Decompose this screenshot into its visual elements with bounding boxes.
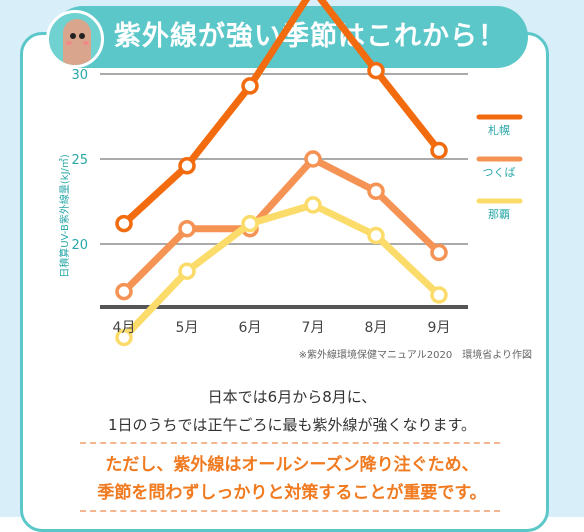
y-axis-label: 日積算UV-B紫外線量(kJ/㎡) (58, 154, 71, 278)
data-point-s2-5 (367, 182, 385, 201)
mascot-avatar (46, 10, 104, 68)
data-point-s3-3 (241, 214, 259, 233)
legend-label-1: 札幌 (488, 123, 510, 137)
mascot-figure (63, 19, 91, 65)
y-tick-label-30: 30 (71, 68, 88, 83)
data-point-s3-2 (178, 262, 196, 280)
mascot-cheek-right (83, 41, 89, 45)
series-line-2 (120, 155, 443, 296)
data-point-s3-4 (304, 196, 322, 214)
mascot-cheek-left (66, 41, 72, 45)
legend-label-2: つくば (483, 166, 516, 179)
data-point-s2-1 (115, 282, 133, 301)
data-point-s1-1 (115, 214, 133, 233)
data-point-s2-4 (304, 150, 322, 168)
y-tick-label-20: 20 (71, 238, 88, 253)
data-point-s1-6 (430, 141, 448, 160)
x-tick-label-5: 5月 (176, 320, 199, 336)
page-title: 紫外線が強い季節はこれから！ (114, 21, 506, 52)
x-tick-label-7: 7月 (302, 320, 325, 336)
mascot-eye-left (70, 33, 76, 39)
title-banner: 紫外線が強い季節はこれから！ (52, 6, 528, 68)
x-tick-label-9: 9月 (428, 320, 451, 336)
data-point-s3-1 (115, 328, 133, 347)
legend-label-3: 那覇 (488, 208, 510, 221)
data-point-s2-6 (430, 243, 448, 262)
description-line-2: 1日のうちでは正午ごろに最も紫外線が強くなります。 (107, 416, 477, 434)
description-line-1: 日本では6月から8月に、 (207, 388, 377, 406)
content-card (20, 32, 549, 532)
warning-line-2: 季節を問わずしっかりと対策することが重要です。 (97, 483, 487, 503)
x-tick-label-8: 8月 (365, 320, 388, 336)
data-point-s1-3 (241, 77, 259, 95)
uv-line-chart: 202530354月5月6月7月8月9月日積算UV-B紫外線量(kJ/㎡) 札幌… (58, 0, 523, 347)
mascot-eye-right (79, 33, 85, 39)
dashed-divider-bottom (80, 510, 500, 512)
data-point-s1-5 (367, 61, 385, 80)
warning-line-1: ただし、紫外線はオールシーズン降り注ぐため、 (105, 455, 479, 475)
data-point-s3-6 (430, 286, 448, 304)
y-tick-label-25: 25 (71, 153, 88, 168)
x-tick-label-6: 6月 (239, 320, 262, 336)
series-line-3 (120, 201, 443, 341)
data-point-s1-2 (178, 157, 196, 175)
dashed-divider-top (80, 442, 500, 444)
data-point-s2-2 (178, 219, 196, 238)
source-note: ※紫外線環境保健マニュアル2020 環境省より作図 (298, 350, 532, 361)
data-point-s3-5 (367, 226, 385, 245)
series-line-1 (120, 0, 443, 228)
x-tick-label-4: 4月 (113, 320, 136, 336)
